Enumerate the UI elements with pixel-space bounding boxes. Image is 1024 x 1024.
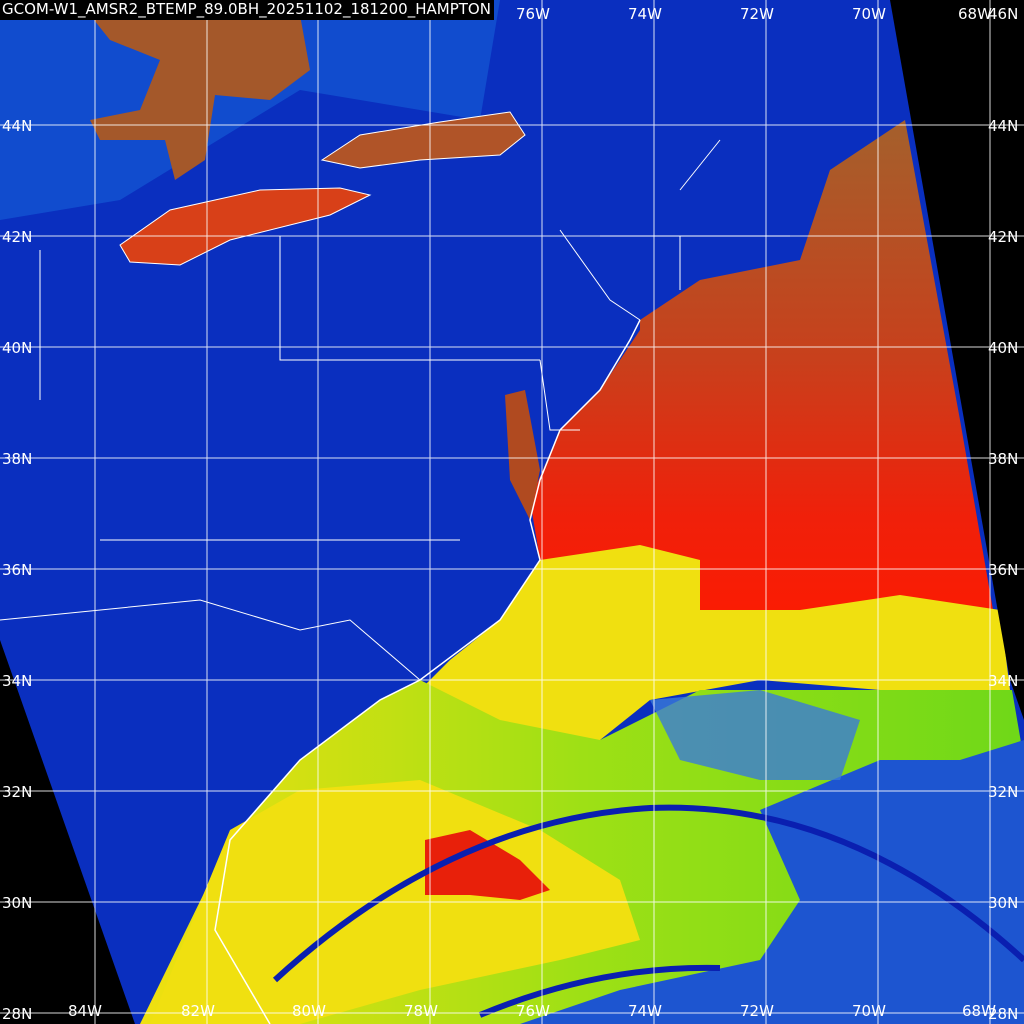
moist-yellow-region	[420, 545, 1010, 740]
inland-lighter-blue	[0, 0, 500, 220]
lake-ontario	[320, 111, 526, 169]
swath-gap-left	[0, 640, 135, 1024]
lat-label: 30N	[2, 894, 32, 912]
chesapeake-bay	[505, 390, 540, 520]
lat-label: 42N	[2, 228, 32, 246]
lake-huron	[90, 15, 310, 180]
lon-labels-bottom: 84W 82W 80W 78W 76W 74W 72W 70W 68W	[68, 1002, 996, 1020]
lon-label: 72W	[740, 1002, 774, 1020]
lat-label: 44N	[2, 117, 32, 135]
scan-arc	[272, 804, 1024, 983]
lat-label: 34N	[988, 672, 1018, 690]
lat-label: 34N	[2, 672, 32, 690]
lat-label: 36N	[988, 561, 1018, 579]
lat-label: 40N	[2, 339, 32, 357]
lat-label: 42N	[988, 228, 1018, 246]
cold-blue-mid-swath	[650, 690, 860, 780]
lat-label: 38N	[988, 450, 1018, 468]
lat-label: 32N	[988, 783, 1018, 801]
lat-label: 30N	[988, 894, 1018, 912]
scan-arc-inner	[478, 964, 721, 1018]
lat-label: 28N	[2, 1005, 32, 1023]
lat-label: 38N	[2, 450, 32, 468]
lon-label: 76W	[516, 5, 550, 23]
lon-label: 68W	[958, 5, 992, 23]
coastline	[214, 319, 641, 1024]
lon-label: 74W	[628, 5, 662, 23]
lon-label: 84W	[68, 1002, 102, 1020]
lon-label: 80W	[292, 1002, 326, 1020]
lon-label: 78W	[404, 1002, 438, 1020]
cold-blue-southeast	[520, 740, 1024, 1024]
lon-label: 76W	[516, 1002, 550, 1020]
lat-label: 28N	[988, 1005, 1018, 1023]
lat-label: 36N	[2, 561, 32, 579]
lat-label: 44N	[988, 117, 1018, 135]
ocean-warm-region	[530, 120, 1000, 650]
lake-erie	[119, 187, 372, 266]
lat-label: 40N	[988, 339, 1018, 357]
lon-label: 72W	[740, 5, 774, 23]
image-title: GCOM-W1_AMSR2_BTEMP_89.0BH_20251102_1812…	[0, 0, 494, 20]
lon-label: 68W	[962, 1002, 996, 1020]
lon-label: 74W	[628, 1002, 662, 1020]
lat-label: 46N	[988, 5, 1018, 23]
lon-label: 70W	[852, 5, 886, 23]
lat-labels-left: 44N 42N 40N 38N 36N 34N 32N 30N 28N	[2, 117, 32, 1023]
lon-labels-top: 76W 74W 72W 70W 68W	[516, 5, 992, 23]
lat-label: 32N	[2, 783, 32, 801]
warm-red-cell	[425, 830, 550, 900]
lon-label: 70W	[852, 1002, 886, 1020]
lon-label: 82W	[181, 1002, 215, 1020]
lat-labels-right: 46N 44N 42N 40N 38N 36N 34N 32N 30N 28N	[988, 5, 1018, 1023]
